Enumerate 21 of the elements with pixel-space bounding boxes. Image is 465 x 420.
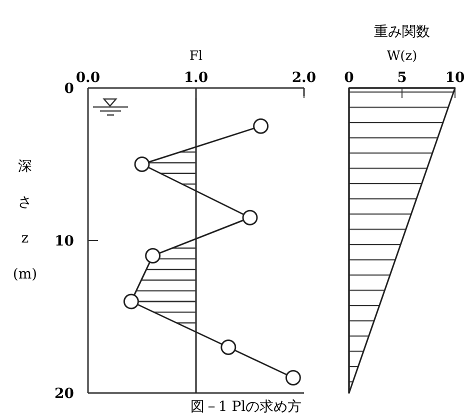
x-tick-label: 2.0 xyxy=(292,70,316,86)
x-tick-label: 5 xyxy=(397,70,407,86)
x-tick-label: 1.0 xyxy=(184,70,208,86)
x-axis-title: W(z) xyxy=(386,49,418,64)
x-tick-label: 10 xyxy=(445,70,465,86)
point xyxy=(242,210,258,226)
text: 深さ z (m) xyxy=(12,158,38,282)
point xyxy=(123,294,139,310)
x-axis-title: Fl xyxy=(189,49,203,64)
point xyxy=(253,118,269,134)
x-tick-label: 0.0 xyxy=(76,70,100,86)
point xyxy=(145,248,161,264)
x-tick-label: 0 xyxy=(344,70,354,86)
point xyxy=(285,370,301,386)
y-tick-label: 10 xyxy=(54,234,74,250)
text: 図－1 Plの求め方 xyxy=(190,399,302,415)
y-tick-label: 0 xyxy=(64,81,74,97)
y-tick-label: 20 xyxy=(54,386,74,402)
point xyxy=(220,340,236,355)
point xyxy=(134,156,150,172)
chart-title: 重み関数 xyxy=(374,24,430,40)
